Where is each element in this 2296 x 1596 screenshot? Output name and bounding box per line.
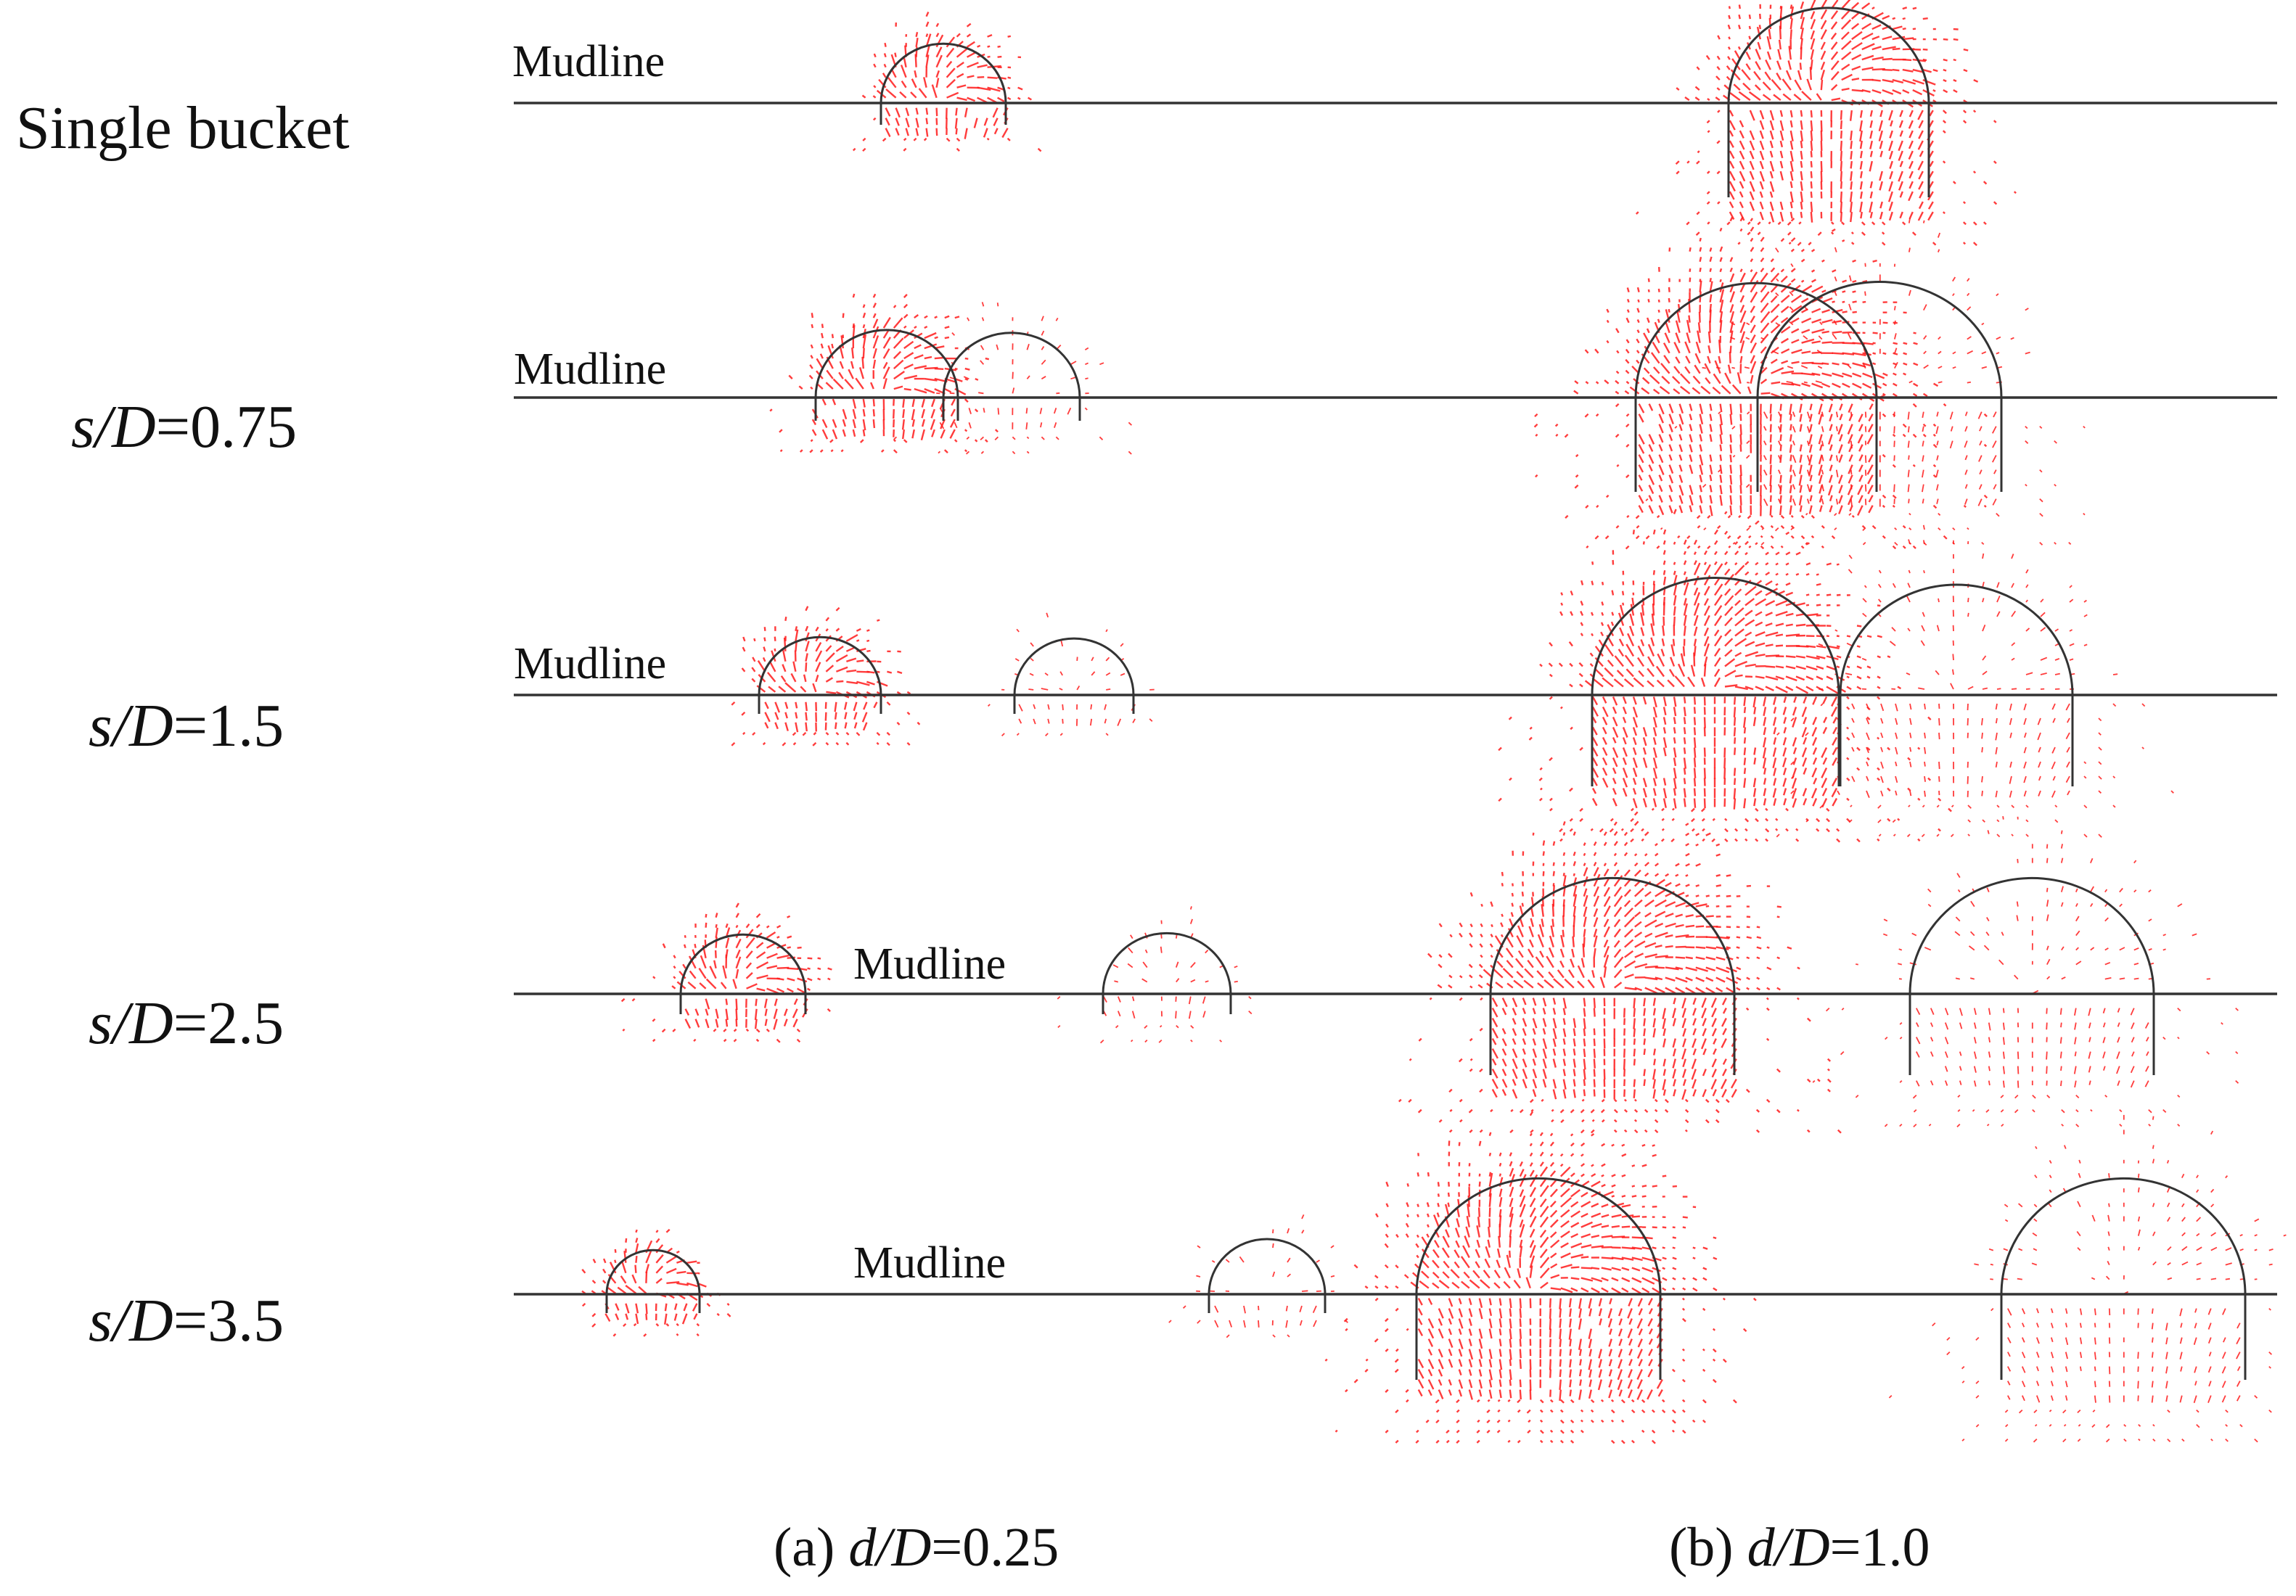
bucket-15 — [581, 1228, 731, 1337]
bucket-outline-11 — [679, 933, 807, 1014]
mudline-label-row-5: Mudline — [853, 1238, 1006, 1288]
bucket-outline-6 — [1756, 280, 2003, 492]
bucket-1 — [852, 12, 1042, 152]
bucket-outline-13 — [1489, 876, 1736, 1075]
bucket-14 — [1812, 815, 2239, 1128]
bucket-outline-5 — [1634, 281, 1878, 492]
bucket-outline-9 — [1591, 577, 1840, 786]
row-label-variable: s/D — [89, 990, 173, 1057]
row-label-variable: s/D — [89, 692, 173, 760]
bucket-4 — [893, 302, 1133, 455]
bucket-outline-18 — [2000, 1177, 2247, 1380]
caption-variable: d/D — [1747, 1517, 1830, 1578]
row-label-single-bucket: Single bucket — [16, 94, 350, 162]
bucket-17 — [1324, 1111, 1757, 1444]
bucket-18 — [1888, 1114, 2287, 1443]
bucket-outline-12 — [1102, 931, 1232, 1014]
bucket-outline-8 — [1013, 637, 1135, 714]
bucket-6 — [1645, 218, 2086, 546]
mudline-layer — [514, 102, 2277, 1296]
row-label-s-d-1-5: s/D=1.5 — [89, 691, 284, 761]
bucket-outline-16 — [1208, 1238, 1327, 1313]
caption-b: (b) d/D=1.0 — [1669, 1516, 1930, 1579]
bucket-11 — [620, 902, 832, 1043]
mudline-label-row-4: Mudline — [853, 939, 1006, 989]
bucket-outline-2 — [1727, 7, 1930, 197]
row-label-value: =2.5 — [173, 990, 284, 1057]
bucket-12 — [1057, 906, 1252, 1044]
caption-prefix: (b) — [1669, 1517, 1747, 1578]
bucket-outline-layer — [605, 7, 2247, 1380]
mudline-label-row-1: Mudline — [512, 37, 665, 86]
vector-field-layer — [581, 0, 2287, 1444]
row-label-s-d-2-5: s/D=2.5 — [89, 988, 284, 1058]
caption-prefix: (a) — [774, 1517, 849, 1578]
bucket-16 — [1168, 1214, 1348, 1338]
row-label-value: =0.75 — [155, 393, 298, 461]
caption-variable: d/D — [848, 1517, 932, 1578]
bucket-outline-17 — [1415, 1177, 1662, 1380]
row-label-value: =3.5 — [173, 1287, 284, 1354]
bucket-5 — [1533, 216, 1988, 550]
bucket-8 — [987, 612, 1155, 737]
row-label-s-d-3-5: s/D=3.5 — [89, 1286, 284, 1356]
bucket-outline-15 — [605, 1249, 701, 1313]
bucket-13 — [1398, 811, 1842, 1134]
caption-a: (a) d/D=0.25 — [774, 1516, 1059, 1579]
bucket-2 — [1635, 0, 2017, 247]
bucket-outline-1 — [880, 42, 1007, 125]
bucket-10 — [1776, 525, 2174, 838]
bucket-3 — [769, 293, 999, 454]
mudline-label-row-3: Mudline — [514, 639, 667, 688]
caption-value: =0.25 — [931, 1517, 1059, 1578]
bucket-9 — [1498, 509, 1952, 843]
caption-value: =1.0 — [1829, 1517, 1930, 1578]
bucket-outline-10 — [1839, 583, 2074, 786]
row-label-variable: s/D — [71, 393, 156, 461]
row-label-variable: s/D — [89, 1287, 173, 1354]
row-label-value: =1.5 — [173, 692, 284, 760]
mudline-label-row-2: Mudline — [514, 345, 667, 394]
bucket-7 — [731, 606, 921, 746]
bucket-outline-7 — [758, 635, 882, 714]
bucket-outline-4 — [942, 332, 1081, 421]
bucket-outline-14 — [1908, 876, 2155, 1075]
row-label-s-d-0-75: s/D=0.75 — [71, 392, 297, 462]
